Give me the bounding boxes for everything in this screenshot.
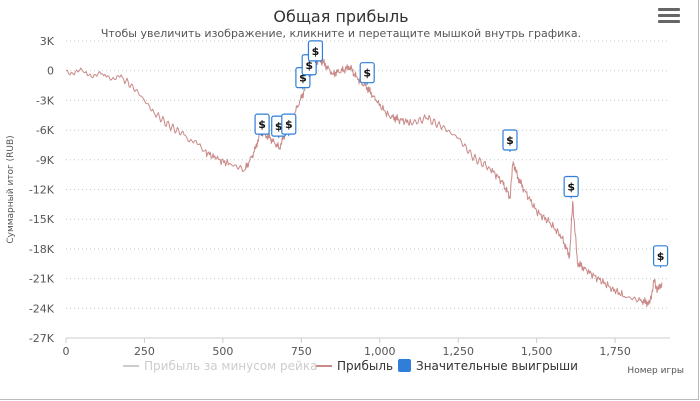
y-tick-label: 3K [40,35,55,48]
big-win-flag[interactable]: $ [563,175,579,199]
x-axis-label: Номер игры [627,366,684,376]
legend-item-rake[interactable]: Прибыль за минусом рейка [123,359,317,373]
y-tick-label: -9K [36,154,55,167]
x-tick-label: 1,000 [364,345,396,358]
series-layer [65,55,663,308]
flag-symbol: $ [258,118,266,131]
x-tick-label: 1,250 [442,345,474,358]
flag-box [502,129,518,151]
legend: Прибыль за минусом рейка Прибыль Значите… [123,359,578,373]
big-win-flag[interactable]: $ [281,113,297,137]
big-win-flag[interactable]: $ [652,245,669,268]
x-tick-label: 500 [212,345,233,358]
x-axis-ticks: 0 250 500 750 1,000 1,250 1,500 1,750 [63,338,631,358]
y-tick-label: -27K [29,332,55,345]
grid-lines [66,40,670,339]
y-tick-label: -6K [36,124,55,137]
y-tick-label: -24K [29,302,55,315]
legend-label-rake: Прибыль за минусом рейка [144,359,317,373]
flag-symbol: $ [657,250,665,263]
x-tick-label: 1,500 [521,345,553,358]
flag-symbol: $ [285,118,293,131]
flag-box [307,40,324,62]
y-tick-label: -21K [29,273,55,286]
chart-title: Общая прибыль [273,7,408,26]
y-tick-label: -12K [29,184,55,197]
flag-symbol: $ [305,59,313,72]
flag-symbol: $ [506,134,514,147]
legend-item-big-wins[interactable]: Значительные выигрыши [398,359,578,373]
y-tick-label: -15K [29,213,55,226]
big-win-flag[interactable]: $ [307,40,324,63]
profit-series-line [65,55,663,308]
x-tick-label: 0 [63,345,70,358]
flag-box [359,62,375,84]
x-tick-label: 250 [134,345,155,358]
y-tick-label: 0 [47,65,54,78]
big-win-flag[interactable]: $ [254,113,270,137]
flag-box [563,175,579,198]
big-win-flag[interactable]: $ [359,62,375,85]
y-axis-ticks: 3K 0 -3K -6K -9K -12K -15K -18K -21K -24K -27K [29,35,55,345]
flag-box [652,245,669,267]
y-tick-label: -18K [29,243,55,256]
flag-symbol: $ [363,67,371,80]
big-wins-flags[interactable]: $ $ $$$$$$$$ [254,40,669,268]
big-win-flag[interactable]: $ [502,129,518,152]
chart-subtitle: Чтобы увеличить изображение, кликните и … [101,27,581,40]
legend-item-profit[interactable]: Прибыль [316,359,393,373]
x-tick-label: 1,750 [599,345,631,358]
flag-box [254,113,270,135]
x-tick-label: 750 [291,345,312,358]
legend-label-profit: Прибыль [337,359,393,373]
y-axis-label: Суммарный итог (RUB) [6,135,16,243]
flag-box [281,113,297,135]
hamburger-menu-icon[interactable] [658,8,680,26]
legend-symbol-big-wins [398,359,411,372]
flag-symbol: $ [312,45,320,58]
legend-label-big-wins: Значительные выигрыши [416,359,578,373]
flag-symbol: $ [299,72,307,85]
y-tick-label: -3K [36,94,55,107]
flag-symbol: $ [275,120,283,133]
flag-symbol: $ [567,181,575,194]
